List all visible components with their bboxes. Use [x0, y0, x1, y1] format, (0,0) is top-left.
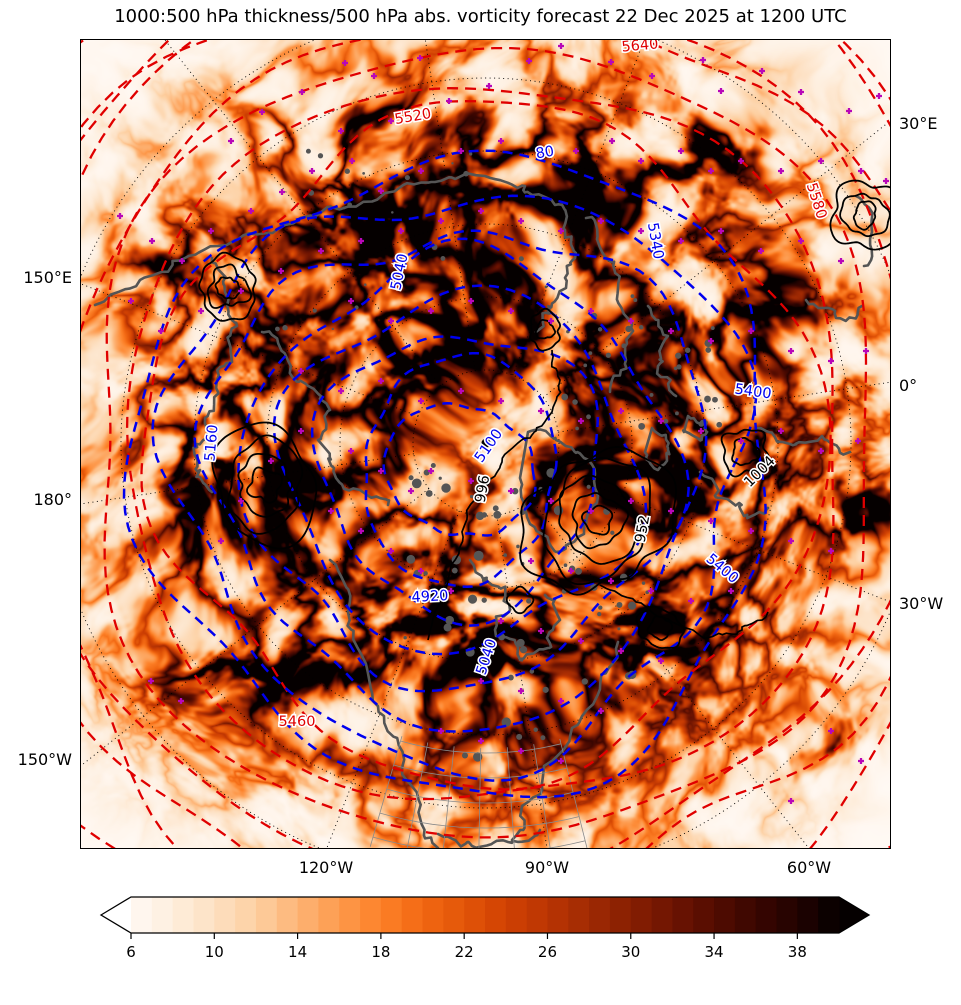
colorbar-tick-6: 6: [126, 943, 136, 961]
contour-label-80: 80: [535, 144, 556, 163]
coastlines: [93, 148, 874, 849]
gridlabel-bottom-120°W: 120°W: [298, 858, 354, 877]
colorbar-tick-18: 18: [371, 943, 390, 961]
colorbar-tick-10: 10: [205, 943, 224, 961]
contour-label-5640: 5640: [621, 39, 659, 56]
colorbar-tick-26: 26: [538, 943, 557, 961]
colorbar-svg: 6 10 14 18 22 26 30 34 38: [99, 896, 871, 961]
colorbar-tick-34: 34: [705, 943, 724, 961]
contour-label-5100: 5100: [472, 426, 506, 465]
contour-label-5520: 5520: [393, 106, 432, 128]
contour-label-5340: 5340: [644, 221, 666, 260]
contour-label-5160: 5160: [202, 424, 221, 462]
gridlabel-right-30°W: 30°W: [899, 594, 944, 613]
thickness-contours-red: [80, 39, 891, 849]
contour-label-4920: 4920: [411, 588, 449, 606]
contour-label-5400: 5400: [734, 382, 773, 403]
contour-label-5040: 5040: [474, 637, 501, 677]
contour-label-5040: 5040: [388, 252, 411, 291]
colorbar-tick-30: 30: [621, 943, 640, 961]
vorticity-max-markers: [117, 43, 891, 804]
gridlabel-right-0°: 0°: [899, 376, 918, 395]
gridlabel-bottom-60°W: 60°W: [786, 858, 832, 877]
map-overlays: 5640 5520 5580 5460 5400 5400 5340 5100 4920 5040…: [80, 39, 891, 849]
colorbar-tick-38: 38: [788, 943, 807, 961]
contour-label-5460: 5460: [279, 714, 316, 730]
pressure-contours-black: [198, 179, 891, 650]
colorbar-tick-22: 22: [455, 943, 474, 961]
gridlabel-left-150°E: 150°E: [23, 268, 72, 287]
gridlabel-left-150°W: 150°W: [17, 750, 72, 769]
pole-dot: [481, 438, 491, 448]
gridlabel-right-30°E: 30°E: [899, 114, 938, 133]
contour-value-labels: 5640 5520 5580 5460 5400 5400 5340 5100 4920 5040…: [201, 39, 831, 732]
contour-label-996: 996: [473, 474, 494, 504]
colorbar-tick-14: 14: [288, 943, 307, 961]
gridlabel-bottom-90°W: 90°W: [524, 858, 570, 877]
map-plot-area: 5640 5520 5580 5460 5400 5400 5340 5100 4920 5040…: [80, 39, 891, 849]
contour-label-952: 952: [633, 514, 654, 544]
gridlabel-left-180°: 180°: [33, 490, 72, 509]
figure-title: 1000:500 hPa thickness/500 hPa abs. vort…: [114, 6, 847, 27]
contour-label-5580: 5580: [803, 181, 830, 221]
contour-label-5400: 5400: [703, 551, 742, 587]
